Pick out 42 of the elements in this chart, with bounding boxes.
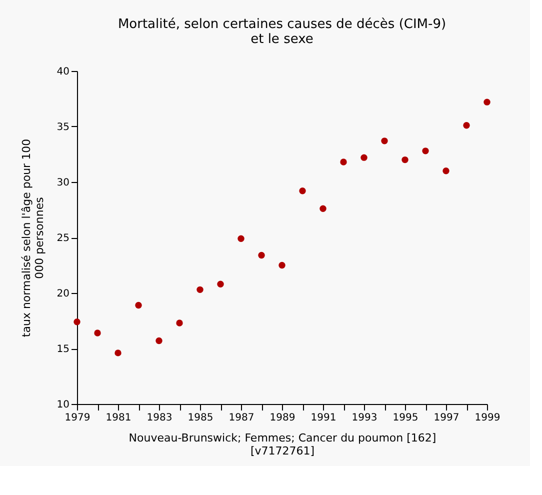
y-tick-label: 40: [56, 66, 70, 78]
x-tick-label: 1985: [188, 412, 214, 424]
x-tick-label: 1993: [352, 412, 378, 424]
point: [278, 262, 286, 269]
y-tick-label: 10: [56, 400, 70, 410]
point: [299, 188, 306, 194]
point: [340, 158, 347, 166]
y-tick-label: 30: [56, 178, 70, 188]
chart-title: Mortalité, selon certaines causes de décès (CIM-9) et le sexe: [118, 17, 446, 47]
point: [135, 302, 142, 309]
y-tick-label: 20: [56, 288, 70, 300]
point: [422, 148, 429, 154]
y-tick-label: 15: [56, 344, 70, 355]
point: [381, 138, 388, 144]
point: [196, 286, 204, 294]
point: [360, 154, 368, 161]
x-tick-label: 1991: [310, 412, 336, 424]
x-tick-label: 1997: [434, 412, 460, 424]
point: [320, 205, 326, 212]
x-tick-label: 1983: [146, 412, 172, 424]
point: [217, 280, 224, 288]
point: [156, 337, 162, 344]
y-tick-label: 35: [56, 122, 70, 133]
point: [402, 156, 408, 164]
point: [258, 252, 265, 259]
point: [74, 318, 80, 326]
x-tick-label: 1989: [270, 412, 296, 424]
point: [176, 320, 183, 326]
point: [484, 98, 490, 106]
point: [238, 235, 244, 242]
y-axis-title: taux normalisé selon l'âge pour 100 000 personnes: [20, 138, 46, 338]
point: [463, 122, 470, 129]
x-axis-title: Nouveau-Brunswick; Femmes; Cancer du poumon [162] [v7172761]: [128, 432, 436, 458]
point: [114, 350, 122, 356]
y-tick-label: 25: [56, 233, 70, 244]
point: [442, 168, 450, 174]
x-tick-label: 1981: [106, 412, 132, 424]
point: [94, 330, 101, 336]
x-tick-label: 1987: [228, 412, 254, 424]
x-tick-label: 1979: [64, 412, 90, 424]
x-tick-label: 1999: [474, 412, 500, 424]
x-tick-label: 1995: [392, 412, 418, 424]
